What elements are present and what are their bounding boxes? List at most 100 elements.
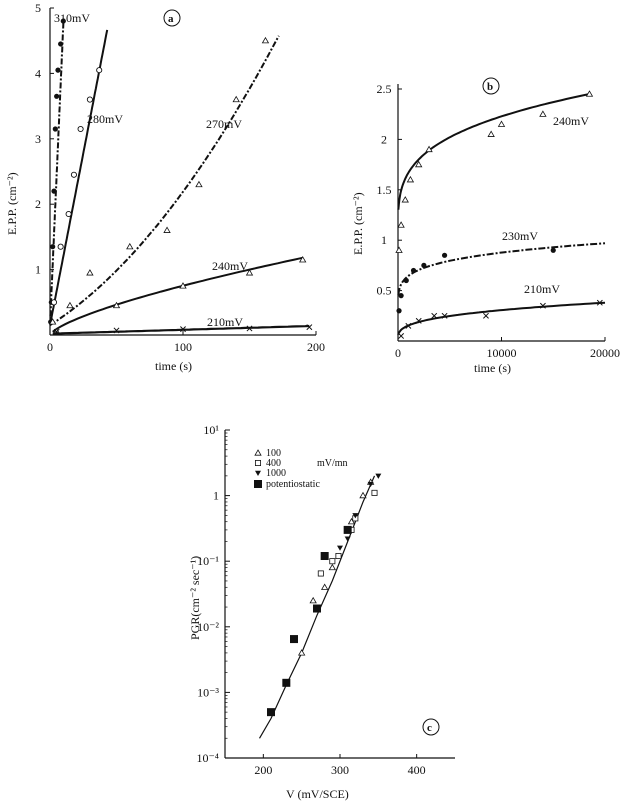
panel-c-y-tick-label: 10⁻² [197, 620, 219, 634]
panel-c-point-100 [309, 596, 317, 604]
panel-c-legend-unit: mV/mn [317, 458, 348, 469]
panel-b-point-240mV [585, 90, 594, 97]
panel-a-y-tick-label: 5 [35, 1, 41, 15]
panel-c-point-400 [371, 489, 378, 496]
panel-b-point-240mV [401, 196, 409, 203]
panel-c-x-tick-label: 200 [254, 763, 272, 777]
panel-c-x-tick-label: 300 [331, 763, 349, 777]
panel-a-point-270mV [86, 269, 94, 276]
panel-c-legend-label: 100 [266, 448, 281, 459]
panel-b-series-label: 210mV [524, 282, 560, 296]
panel-b-point-210mV [405, 322, 412, 329]
panel-b-point-210mV [398, 333, 405, 339]
panel-c-point-potentiostatic [290, 635, 298, 644]
panel-c-point-1000 [375, 473, 382, 479]
panel-c-legend-marker [255, 470, 261, 476]
panel-b-point-210mV [596, 299, 603, 306]
panel-c-point-100 [359, 491, 367, 499]
panel-a-series-label: 210mV [207, 315, 243, 329]
panel-a-point-210mV [53, 328, 60, 335]
panel-a-point-310mV [54, 93, 60, 99]
panel-b-x-label: time (s) [474, 361, 511, 375]
panel-a-point-270mV [66, 301, 74, 309]
panel-a-point-310mV [60, 18, 66, 24]
panel-b-point-230mV [550, 247, 556, 253]
panel-c-point-400 [335, 553, 342, 560]
panel-b-point-230mV [396, 308, 402, 314]
panel-a-point-210mV [246, 325, 253, 332]
panel-b-x-tick-label: 10000 [487, 346, 517, 360]
panel-b-point-240mV [539, 110, 547, 117]
panel-a-point-280mV [70, 171, 77, 178]
panel-a-point-210mV [306, 324, 313, 331]
panel-a-point-280mV [57, 243, 64, 250]
panel-c-point-100 [297, 649, 306, 656]
panel-a-x-tick-label: 0 [47, 340, 53, 354]
panel-b-curve-240mV [397, 93, 590, 210]
panel-b-curve-230mV [397, 242, 606, 295]
panel-a-point-280mV [77, 125, 84, 133]
panel-b-y-tick-label: 1.5 [377, 183, 392, 197]
panel-a-letter: a [168, 13, 174, 25]
panel-a-y-label: E.P.P. (cm⁻²) [5, 172, 19, 235]
panel-a-point-280mV [96, 67, 103, 74]
panel-c-y-tick-label: 10⁻¹ [197, 554, 219, 568]
panel-a-y-tick-label: 4 [35, 66, 41, 80]
panel-c-x-label: V (mV/SCE) [286, 787, 349, 801]
panel-c-fit-line [258, 475, 376, 739]
panel-c-x-tick-label: 400 [408, 763, 426, 777]
panel-b: time (s) E.P.P. (cm⁻²) b 0 10000 20000 0.5 1… [351, 77, 620, 375]
panel-b-point-230mV [441, 252, 448, 258]
panel-b-series-label: 230mV [502, 229, 538, 243]
panel-a-x-tick-label: 200 [307, 340, 325, 354]
panel-a-point-270mV [232, 95, 240, 103]
panel-a-series-label: 280mV [87, 112, 123, 126]
panel-b-point-240mV [425, 145, 433, 153]
panel-a-point-240mV [112, 301, 121, 309]
panel-b-y-tick-label: 1 [381, 233, 387, 247]
panel-a-point-270mV [48, 318, 57, 325]
panel-c-point-potentiostatic [267, 708, 275, 717]
panel-c-point-100 [320, 583, 329, 590]
panel-a-point-270mV [261, 36, 270, 44]
panel-a-point-310mV [52, 126, 58, 132]
panel-c-y-tick-label: 10¹ [203, 423, 219, 437]
panel-b-point-240mV [415, 160, 423, 168]
panel-c-y-tick-label: 1 [213, 489, 219, 503]
panel-a-point-210mV [113, 327, 120, 334]
panel-a-point-310mV [51, 188, 57, 194]
panel-c-y-label: PGR(cm⁻² sec⁻¹) [188, 556, 202, 640]
panel-b-x-tick-label: 0 [395, 346, 401, 360]
panel-a-curve-240mV [52, 256, 303, 333]
panel-a-point-280mV [50, 299, 58, 306]
panel-c-point-1000 [352, 513, 359, 519]
panel-a-curve-210mV [52, 324, 310, 335]
panel-b-point-240mV [497, 120, 506, 127]
panel-c-point-potentiostatic [320, 552, 329, 561]
panel-c-letter-badge [422, 718, 440, 736]
panel-c-point-100 [328, 563, 337, 571]
panel-b-letter: b [487, 81, 493, 93]
panel-a-curve-280mV [49, 29, 109, 322]
panel-b-y-tick-label: 2 [381, 132, 387, 146]
panel-a-x-tick-label: 100 [174, 340, 192, 354]
panel-c-y-tick-label: 10⁻³ [197, 685, 219, 699]
panel-c-legend-marker [254, 480, 262, 488]
panel-a-point-270mV [126, 242, 134, 250]
panel-b-y-label: E.P.P. (cm⁻²) [351, 192, 365, 255]
panel-a-letter-badge [163, 9, 181, 27]
panel-c-point-potentiostatic [313, 604, 321, 613]
panel-b-letter-badge [482, 77, 500, 95]
panel-c-point-potentiostatic [343, 525, 352, 534]
panel-c-point-1000 [337, 545, 343, 551]
panel-b-series-label: 240mV [553, 114, 589, 128]
panel-b-y-tick-label: 2.5 [377, 82, 392, 96]
panel-b-x-tick-label: 20000 [590, 346, 620, 360]
panel-c-legend-label: potentiostatic [266, 479, 320, 490]
panel-c-letter: c [427, 722, 432, 734]
panel-c-legend-marker [254, 449, 262, 456]
panel-c-point-400 [329, 558, 336, 565]
panel-b-point-210mV [441, 312, 448, 319]
panel-c-legend-marker [254, 459, 261, 466]
